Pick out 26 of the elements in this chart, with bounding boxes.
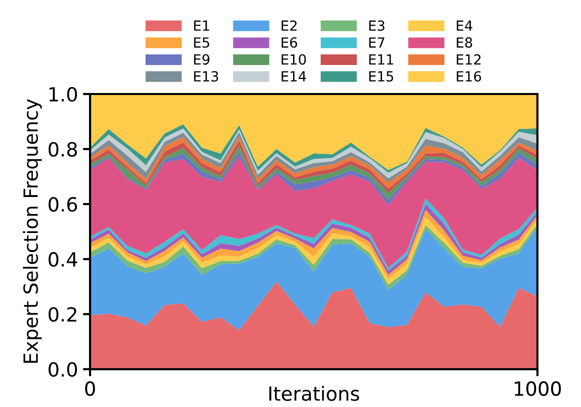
legend-label: E15 <box>369 71 394 82</box>
legend-label: E6 <box>282 37 298 48</box>
legend-label: E12 <box>456 54 481 64</box>
x-axis-title: Iterations <box>269 386 360 401</box>
legend-label: E8 <box>456 37 472 48</box>
legend-label: E11 <box>369 54 394 64</box>
legend-label: E16 <box>456 71 482 82</box>
x-tick-label: 0 <box>85 381 95 396</box>
y-tick-label: 0.4 <box>48 252 78 267</box>
y-tick-label: 0.2 <box>48 307 76 322</box>
legend-label: E2 <box>282 20 297 31</box>
legend-label: E10 <box>282 54 306 65</box>
legend-label: E1 <box>194 20 210 31</box>
legend-label: E13 <box>194 71 218 82</box>
x-tick-label: 1000 <box>514 381 561 396</box>
legend-label: E4 <box>456 20 472 31</box>
legend-label: E9 <box>194 54 210 65</box>
legend-label: E7 <box>369 37 384 48</box>
legend-label: E3 <box>369 20 384 31</box>
y-tick-label: 0.0 <box>48 362 77 377</box>
y-tick-label: 0.8 <box>48 142 77 157</box>
y-tick-label: 1.0 <box>49 86 77 102</box>
legend-label: E14 <box>282 71 306 82</box>
y-tick-label: 0.6 <box>48 197 78 212</box>
legend-label: E5 <box>194 37 210 48</box>
y-axis-title: Expert Selection Frequency <box>22 99 42 363</box>
